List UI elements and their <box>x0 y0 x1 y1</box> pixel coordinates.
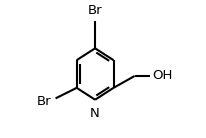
Text: Br: Br <box>88 4 102 17</box>
Text: OH: OH <box>152 70 173 83</box>
Text: Br: Br <box>37 95 52 108</box>
Text: N: N <box>90 107 100 120</box>
